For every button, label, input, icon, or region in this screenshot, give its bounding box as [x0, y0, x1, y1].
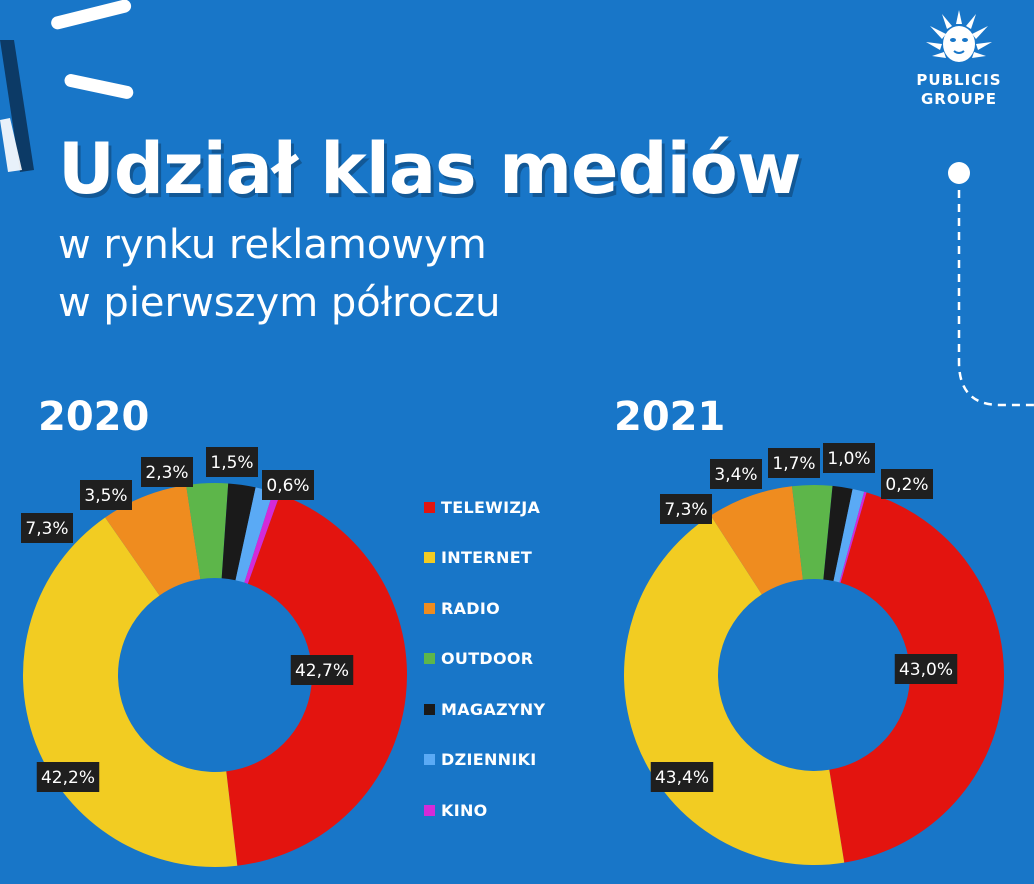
subtitle-line-2: w pierwszym półroczu	[58, 280, 501, 326]
data-label-text: 2,3%	[145, 463, 188, 483]
legend-item-telewizja: TELEWIZJA	[424, 482, 545, 533]
data-label-text: 3,4%	[714, 465, 757, 485]
data-label-dzienniki-2021: 1,0%	[823, 443, 875, 473]
slice-outdoor-2021	[792, 485, 833, 580]
slice-kino-2021	[839, 491, 867, 583]
legend-label: KINO	[441, 800, 488, 820]
data-label-outdoor-2020: 3,5%	[80, 480, 132, 510]
publicis-logo: PUBLICIS GROUPE	[902, 4, 1016, 109]
slice-outdoor-2020	[186, 482, 229, 580]
legend-item-kino: KINO	[424, 785, 545, 836]
decor-dot	[948, 162, 970, 184]
decor-dashed-line	[957, 190, 1034, 407]
slice-dzienniki-2020	[235, 487, 274, 583]
legend-swatch	[424, 754, 435, 766]
data-label-box	[650, 762, 714, 792]
decor-stroke-2	[64, 74, 134, 99]
data-label-text: 43,4%	[655, 768, 709, 788]
data-label-radio-2020: 7,3%	[21, 513, 73, 543]
legend-label: OUTDOOR	[441, 649, 534, 669]
slice-magazyny-2020	[221, 483, 256, 581]
logo-line-1: PUBLICIS	[916, 71, 1002, 89]
data-label-text: 43,0%	[899, 660, 953, 680]
legend-item-radio: RADIO	[424, 583, 545, 634]
data-label-internet-2020: 42,2%	[36, 762, 100, 792]
data-label-text: 42,7%	[295, 661, 349, 681]
slice-radio-2020	[105, 485, 201, 596]
legend-label: DZIENNIKI	[441, 750, 537, 770]
legend-label: TELEWIZJA	[441, 497, 541, 517]
legend-label: RADIO	[441, 598, 501, 618]
legend: TELEWIZJA INTERNET RADIO OUTDOOR MAGAZYN…	[424, 482, 545, 836]
data-label-telewizja-2020: 42,7%	[290, 655, 354, 685]
legend-swatch	[424, 602, 435, 614]
legend-swatch	[424, 653, 435, 665]
legend-swatch	[424, 804, 435, 816]
legend-item-dzienniki: DZIENNIKI	[424, 735, 545, 786]
data-label-text: 7,3%	[25, 519, 68, 539]
data-label-box	[36, 762, 100, 792]
data-label-box	[80, 480, 132, 510]
data-label-box	[768, 448, 820, 478]
chart-title-2021: 2021	[614, 394, 726, 440]
data-label-box	[894, 654, 958, 684]
legend-item-outdoor: OUTDOOR	[424, 634, 545, 685]
data-label-telewizja-2021: 43,0%	[894, 654, 958, 684]
data-label-kino-2021: 0,2%	[881, 469, 933, 499]
data-label-text: 3,5%	[84, 486, 127, 506]
legend-swatch	[424, 703, 435, 715]
data-label-box	[262, 470, 314, 500]
slice-magazyny-2021	[823, 485, 853, 582]
decor-stroke-1	[51, 0, 132, 30]
data-label-text: 7,3%	[664, 500, 707, 520]
data-label-box	[206, 447, 258, 477]
legend-swatch	[424, 552, 435, 564]
data-label-box	[881, 469, 933, 499]
slice-dzienniki-2021	[833, 488, 865, 583]
data-label-text: 42,2%	[41, 768, 95, 788]
data-label-magazyny-2020: 2,3%	[141, 457, 193, 487]
data-label-text: 1,7%	[772, 454, 815, 474]
decor-slash-dark	[0, 40, 34, 172]
data-label-box	[710, 459, 762, 489]
data-label-radio-2021: 7,3%	[660, 494, 712, 524]
data-label-internet-2021: 43,4%	[650, 762, 714, 792]
data-label-text: 0,2%	[885, 475, 928, 495]
data-label-text: 1,5%	[210, 453, 253, 473]
data-label-box	[660, 494, 712, 524]
data-label-box	[21, 513, 73, 543]
subtitle-line-1: w rynku reklamowym	[58, 222, 487, 268]
data-label-outdoor-2021: 3,4%	[710, 459, 762, 489]
data-label-text: 0,6%	[266, 476, 309, 496]
data-label-text: 1,0%	[827, 449, 870, 469]
slice-kino-2020	[244, 491, 280, 584]
legend-label: MAGAZYNY	[441, 699, 546, 719]
data-label-magazyny-2021: 1,7%	[768, 448, 820, 478]
data-label-box	[141, 457, 193, 487]
data-label-kino-2020: 0,6%	[262, 470, 314, 500]
decor-slash-light	[0, 118, 22, 172]
legend-item-internet: INTERNET	[424, 533, 545, 584]
slice-radio-2021	[710, 486, 803, 595]
data-label-dzienniki-2020: 1,5%	[206, 447, 258, 477]
data-label-box	[823, 443, 875, 473]
page-title: Udział klas mediów	[58, 128, 801, 210]
logo-line-2: GROUPE	[920, 90, 998, 108]
data-label-box	[290, 655, 354, 685]
legend-label: INTERNET	[441, 548, 533, 568]
legend-swatch	[424, 501, 435, 513]
chart-title-2020: 2020	[38, 394, 150, 440]
legend-item-magazyny: MAGAZYNY	[424, 684, 545, 735]
lion-icon	[926, 10, 992, 62]
